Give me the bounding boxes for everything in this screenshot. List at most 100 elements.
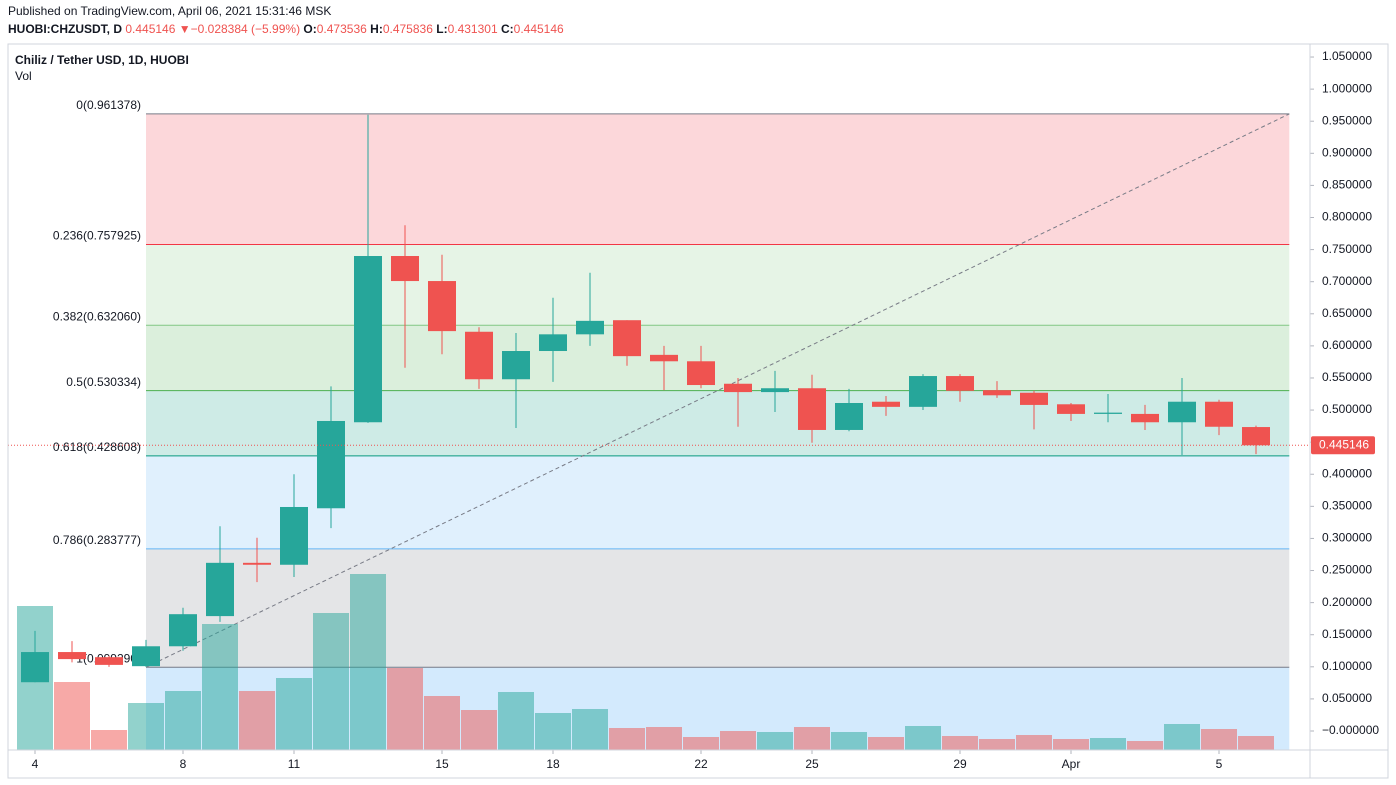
- fib-label: 0.618(0.428608): [53, 440, 141, 454]
- volume-bar: [1127, 741, 1163, 750]
- volume-bar: [831, 732, 867, 750]
- y-tick-label: 0.700000: [1322, 274, 1372, 288]
- fib-trendline: [145, 113, 1290, 668]
- candle-body: [872, 401, 900, 407]
- candle-body: [687, 361, 715, 386]
- y-tick-label: 0.350000: [1322, 499, 1372, 513]
- candle-body: [58, 652, 86, 660]
- volume-bar: [461, 710, 497, 750]
- candle-body: [354, 256, 382, 423]
- volume-bar: [202, 624, 238, 750]
- header-line: HUOBI:CHZUSDT, D 0.445146 ▼−0.028384 (−5…: [8, 22, 564, 36]
- volume-bar: [535, 713, 571, 750]
- candle-body: [835, 403, 863, 430]
- candle-body: [983, 390, 1011, 396]
- close: 0.445146: [514, 22, 564, 36]
- published: Published on TradingView.com, April 06, …: [8, 4, 331, 18]
- candle-body: [206, 562, 234, 617]
- y-tick-label: 0.650000: [1322, 306, 1372, 320]
- fib-label: 0.5(0.530334): [66, 375, 141, 389]
- y-tick-label: 0.200000: [1322, 595, 1372, 609]
- candle-body: [132, 646, 160, 667]
- x-tick-label: 5: [1216, 757, 1223, 771]
- y-tick-label: 0.900000: [1322, 145, 1372, 159]
- open: 0.473536: [317, 22, 367, 36]
- candle-body: [798, 388, 826, 430]
- candle-body: [502, 351, 530, 380]
- candle-body: [724, 383, 752, 393]
- y-tick-label: 0.500000: [1322, 402, 1372, 416]
- y-tick-label: 0.150000: [1322, 627, 1372, 641]
- x-tick-label: 11: [288, 757, 301, 771]
- volume-bar: [128, 703, 164, 750]
- fib-label: 0.382(0.632060): [53, 309, 141, 323]
- arrow: ▼: [179, 22, 191, 36]
- y-tick-label: 0.800000: [1322, 210, 1372, 224]
- volume-bar: [239, 691, 275, 750]
- last-price-label: 0.445146: [1319, 437, 1369, 451]
- volume-bar: [387, 668, 423, 750]
- last: 0.445146: [125, 22, 175, 36]
- volume-bar: [942, 736, 978, 750]
- o-label: O:: [303, 22, 316, 36]
- x-tick-label: 22: [694, 757, 708, 771]
- candle-body: [1168, 401, 1196, 423]
- change: −0.028384 (−5.99%): [191, 22, 300, 36]
- candle-body: [95, 657, 123, 665]
- x-tick-label: Apr: [1062, 757, 1081, 771]
- volume-bar: [905, 726, 941, 750]
- volume-bar: [350, 574, 386, 750]
- volume-bar: [979, 739, 1015, 750]
- candle-body: [1242, 427, 1270, 446]
- volume-bar: [683, 737, 719, 750]
- chart-title: Chiliz / Tether USD, 1D, HUOBI: [15, 53, 189, 67]
- volume-bar: [498, 692, 534, 750]
- chart-subtitle: Vol: [15, 69, 32, 83]
- volume-bar: [54, 682, 90, 750]
- last-price-box: [1311, 436, 1375, 455]
- y-tick-label: 1.000000: [1322, 81, 1372, 95]
- volume-bar: [757, 732, 793, 750]
- y-tick-label: 0.550000: [1322, 370, 1372, 384]
- frame: [7, 43, 1389, 779]
- volume-bar: [424, 696, 460, 750]
- volume-bar: [868, 737, 904, 750]
- volume-bar: [1238, 736, 1274, 750]
- candle-body: [539, 334, 567, 352]
- volume-bar: [91, 730, 127, 750]
- candle-body: [1020, 392, 1048, 405]
- candle-body: [317, 420, 345, 509]
- volume-bar: [276, 678, 312, 750]
- y-tick-label: 0.750000: [1322, 242, 1372, 256]
- volume-bar: [1016, 735, 1052, 750]
- volume-bar: [646, 727, 682, 750]
- volume-bar: [313, 613, 349, 750]
- layer: Chiliz / Tether USD, 1D, HUOBI Vol 0(0.961…: [8, 49, 1379, 771]
- y-tick-label: 0.100000: [1322, 659, 1372, 673]
- volume-bar: [609, 728, 645, 750]
- candle-body: [650, 354, 678, 362]
- candle-body: [21, 652, 49, 683]
- x-tick-label: 18: [546, 757, 560, 771]
- candle-body: [391, 256, 419, 282]
- candle-body: [946, 376, 974, 391]
- candle-body: [761, 388, 789, 393]
- volume-bar: [1201, 729, 1237, 750]
- candle-body: [169, 614, 197, 647]
- fib-zone: [146, 244, 1290, 326]
- y-tick-label: 0.600000: [1322, 338, 1372, 352]
- x-tick-label: 15: [435, 757, 449, 771]
- candle-body: [1094, 412, 1122, 414]
- candle-body: [280, 506, 308, 565]
- x-tick-label: 4: [32, 757, 39, 771]
- y-tick-label: 0.300000: [1322, 531, 1372, 545]
- x-tick-label: 8: [180, 757, 187, 771]
- candle-body: [428, 281, 456, 332]
- candle-body: [1057, 404, 1085, 414]
- fib-label: 0.236(0.757925): [53, 229, 141, 243]
- low: 0.431301: [448, 22, 498, 36]
- fib-zone: [146, 325, 1290, 391]
- y-tick-label: 0.250000: [1322, 563, 1372, 577]
